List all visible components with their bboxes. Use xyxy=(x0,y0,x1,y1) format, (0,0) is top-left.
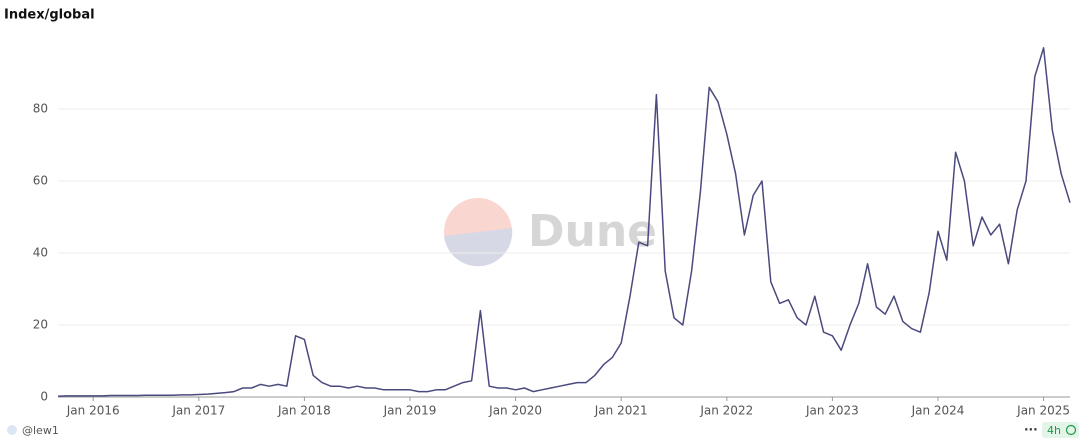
watermark: Dune xyxy=(444,198,657,267)
x-tick-label: Jan 2025 xyxy=(1016,404,1070,418)
y-tick-label: 0 xyxy=(40,390,48,404)
x-tick-label: Jan 2024 xyxy=(911,404,965,418)
y-tick-label: 60 xyxy=(33,174,48,188)
x-tick-label: Jan 2016 xyxy=(66,404,120,418)
author[interactable]: @lew1 xyxy=(22,424,59,437)
x-tick-label: Jan 2018 xyxy=(277,404,331,418)
y-tick-label: 40 xyxy=(33,246,48,260)
y-tick-label: 20 xyxy=(33,318,48,332)
chart-title: Index/global xyxy=(4,8,95,23)
x-tick-label: Jan 2019 xyxy=(383,404,437,418)
watermark-text: Dune xyxy=(528,206,657,257)
x-tick-label: Jan 2017 xyxy=(171,404,225,418)
y-tick-label: 80 xyxy=(33,102,48,116)
x-tick-label: Jan 2020 xyxy=(488,404,542,418)
x-tick-label: Jan 2022 xyxy=(699,404,753,418)
line-series xyxy=(57,47,1071,398)
watermark-logo-part xyxy=(444,228,513,267)
x-tick-label: Jan 2021 xyxy=(594,404,648,418)
refresh-time: 4h xyxy=(1047,424,1061,437)
refresh-icon xyxy=(1065,424,1077,436)
x-tick-label: Jan 2023 xyxy=(805,404,859,418)
author-icon xyxy=(7,425,17,435)
menu[interactable]: ··· xyxy=(1024,423,1038,437)
